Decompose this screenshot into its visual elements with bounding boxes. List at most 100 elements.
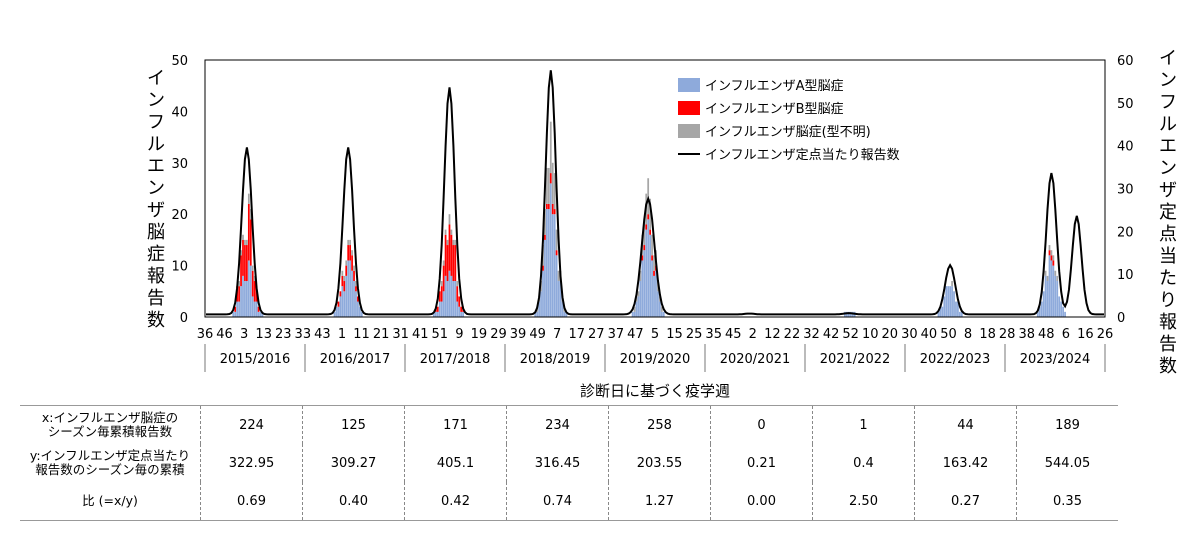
bar-type-a	[957, 301, 959, 317]
legend-swatch	[678, 78, 700, 92]
left-tick-label: 30	[171, 157, 188, 172]
bar-type-a	[1050, 260, 1053, 317]
bar-type-a	[234, 311, 237, 317]
bar-type-a	[1046, 281, 1049, 317]
bar-type-a	[939, 306, 942, 317]
table-cell: 316.45	[506, 444, 609, 482]
table-cell: 0.4	[812, 444, 915, 482]
bar-type-a	[553, 214, 556, 317]
bar-type-b	[456, 286, 459, 302]
left-tick-label: 10	[171, 260, 188, 275]
bar-type-unknown	[653, 255, 655, 271]
bar-type-unknown	[242, 234, 244, 240]
bar-type-a	[960, 311, 963, 317]
table-cell: 203.55	[608, 444, 711, 482]
right-tick-label: 50	[1117, 97, 1134, 112]
legend-swatch	[678, 124, 700, 138]
bar-type-b	[542, 265, 544, 271]
bar-type-b	[651, 255, 653, 261]
sentinel-rate-line	[206, 70, 1104, 316]
bar-type-a	[242, 275, 244, 317]
bar-type-b	[450, 234, 453, 276]
bar-type-a	[536, 311, 539, 317]
left-tick-label: 0	[180, 311, 188, 326]
right-tick-label: 0	[1117, 311, 1125, 326]
table-cell: 2.50	[812, 482, 915, 521]
week-tick: 51	[432, 327, 449, 342]
bar-type-a	[1048, 255, 1051, 317]
bar-type-b	[555, 250, 558, 256]
bar-type-b	[339, 291, 342, 297]
week-tick: 28	[999, 327, 1016, 342]
table-cell: 125	[302, 405, 405, 444]
row-label: y:インフルエンザ定点当たり 報告数のシーズン毎の累積	[29, 448, 191, 477]
x-axis-title: 診断日に基づく疫学週	[579, 382, 730, 400]
bar-type-a	[1058, 296, 1061, 317]
left-axis-ticks: 0 10 20 30 40 50	[171, 54, 188, 326]
legend-swatch	[678, 101, 700, 115]
bar-type-a	[436, 311, 439, 317]
bar-type-b	[549, 173, 552, 184]
right-tick-label: 40	[1117, 140, 1134, 155]
bar-type-b	[653, 270, 655, 276]
bar-type-a	[358, 306, 361, 317]
bar-type-a	[1054, 275, 1057, 317]
bar-type-a	[563, 311, 566, 317]
bar-type-b	[643, 245, 646, 251]
week-tick: 5	[651, 327, 659, 342]
bar-type-a	[337, 306, 340, 317]
table-cell: 1.27	[608, 482, 711, 521]
bar-type-a	[446, 281, 449, 317]
bar-type-a	[442, 291, 445, 317]
bar-type-a	[232, 311, 235, 317]
bar-type-unknown	[454, 239, 457, 246]
table-cell: 0.40	[302, 482, 405, 521]
bar-type-b	[351, 255, 353, 271]
bar-type-b	[345, 265, 348, 276]
bar-type-a	[649, 234, 652, 317]
bar-type-a	[1040, 301, 1043, 317]
bar-type-unknown	[240, 250, 242, 256]
week-tick: 35	[705, 327, 722, 342]
week-tick: 17	[568, 327, 585, 342]
bar-type-a	[947, 286, 950, 317]
table-cell: 0.00	[710, 482, 813, 521]
table-cell: 1	[812, 405, 915, 444]
week-tick: 50	[940, 327, 957, 342]
bar-type-a	[341, 286, 344, 317]
bar-type-a	[253, 301, 256, 317]
table-cell: 322.95	[200, 444, 303, 482]
table-row: y:インフルエンザ定点当たり 報告数のシーズン毎の累積 322.95 309.27 40…	[20, 444, 1118, 482]
week-tick: 46	[216, 327, 233, 342]
bar-type-a	[438, 301, 441, 317]
table-cell: 309.27	[302, 444, 405, 482]
bar-type-b	[446, 245, 449, 282]
bar-type-a	[244, 281, 246, 317]
week-tick: 25	[686, 327, 703, 342]
left-tick-label: 50	[171, 54, 188, 69]
bar-type-unknown	[247, 193, 250, 204]
bar-type-b	[246, 245, 248, 282]
bar-type-a	[355, 291, 357, 317]
table-cell: 0.69	[200, 482, 303, 521]
week-tick: 1	[338, 327, 346, 342]
bar-type-unknown	[253, 275, 256, 282]
week-tick: 11	[353, 327, 370, 342]
bar-type-b	[349, 245, 352, 261]
bar-type-b	[436, 306, 439, 312]
bar-type-b	[647, 214, 650, 220]
bar-type-unknown	[660, 306, 663, 312]
bar-type-a	[651, 260, 653, 317]
bar-type-unknown	[1046, 275, 1049, 282]
bar-type-a	[236, 301, 239, 317]
bar-type-b	[240, 255, 242, 287]
week-tick: 32	[803, 327, 820, 342]
bar-type-a	[1062, 306, 1064, 317]
right-axis-ticks: 0 10 20 30 40 50 60	[1117, 54, 1134, 326]
bar-type-a	[542, 270, 544, 317]
bar-type-a	[257, 311, 260, 317]
bar-type-b	[460, 306, 463, 312]
bar-type-a	[943, 296, 946, 317]
bar-type-b	[242, 239, 244, 276]
